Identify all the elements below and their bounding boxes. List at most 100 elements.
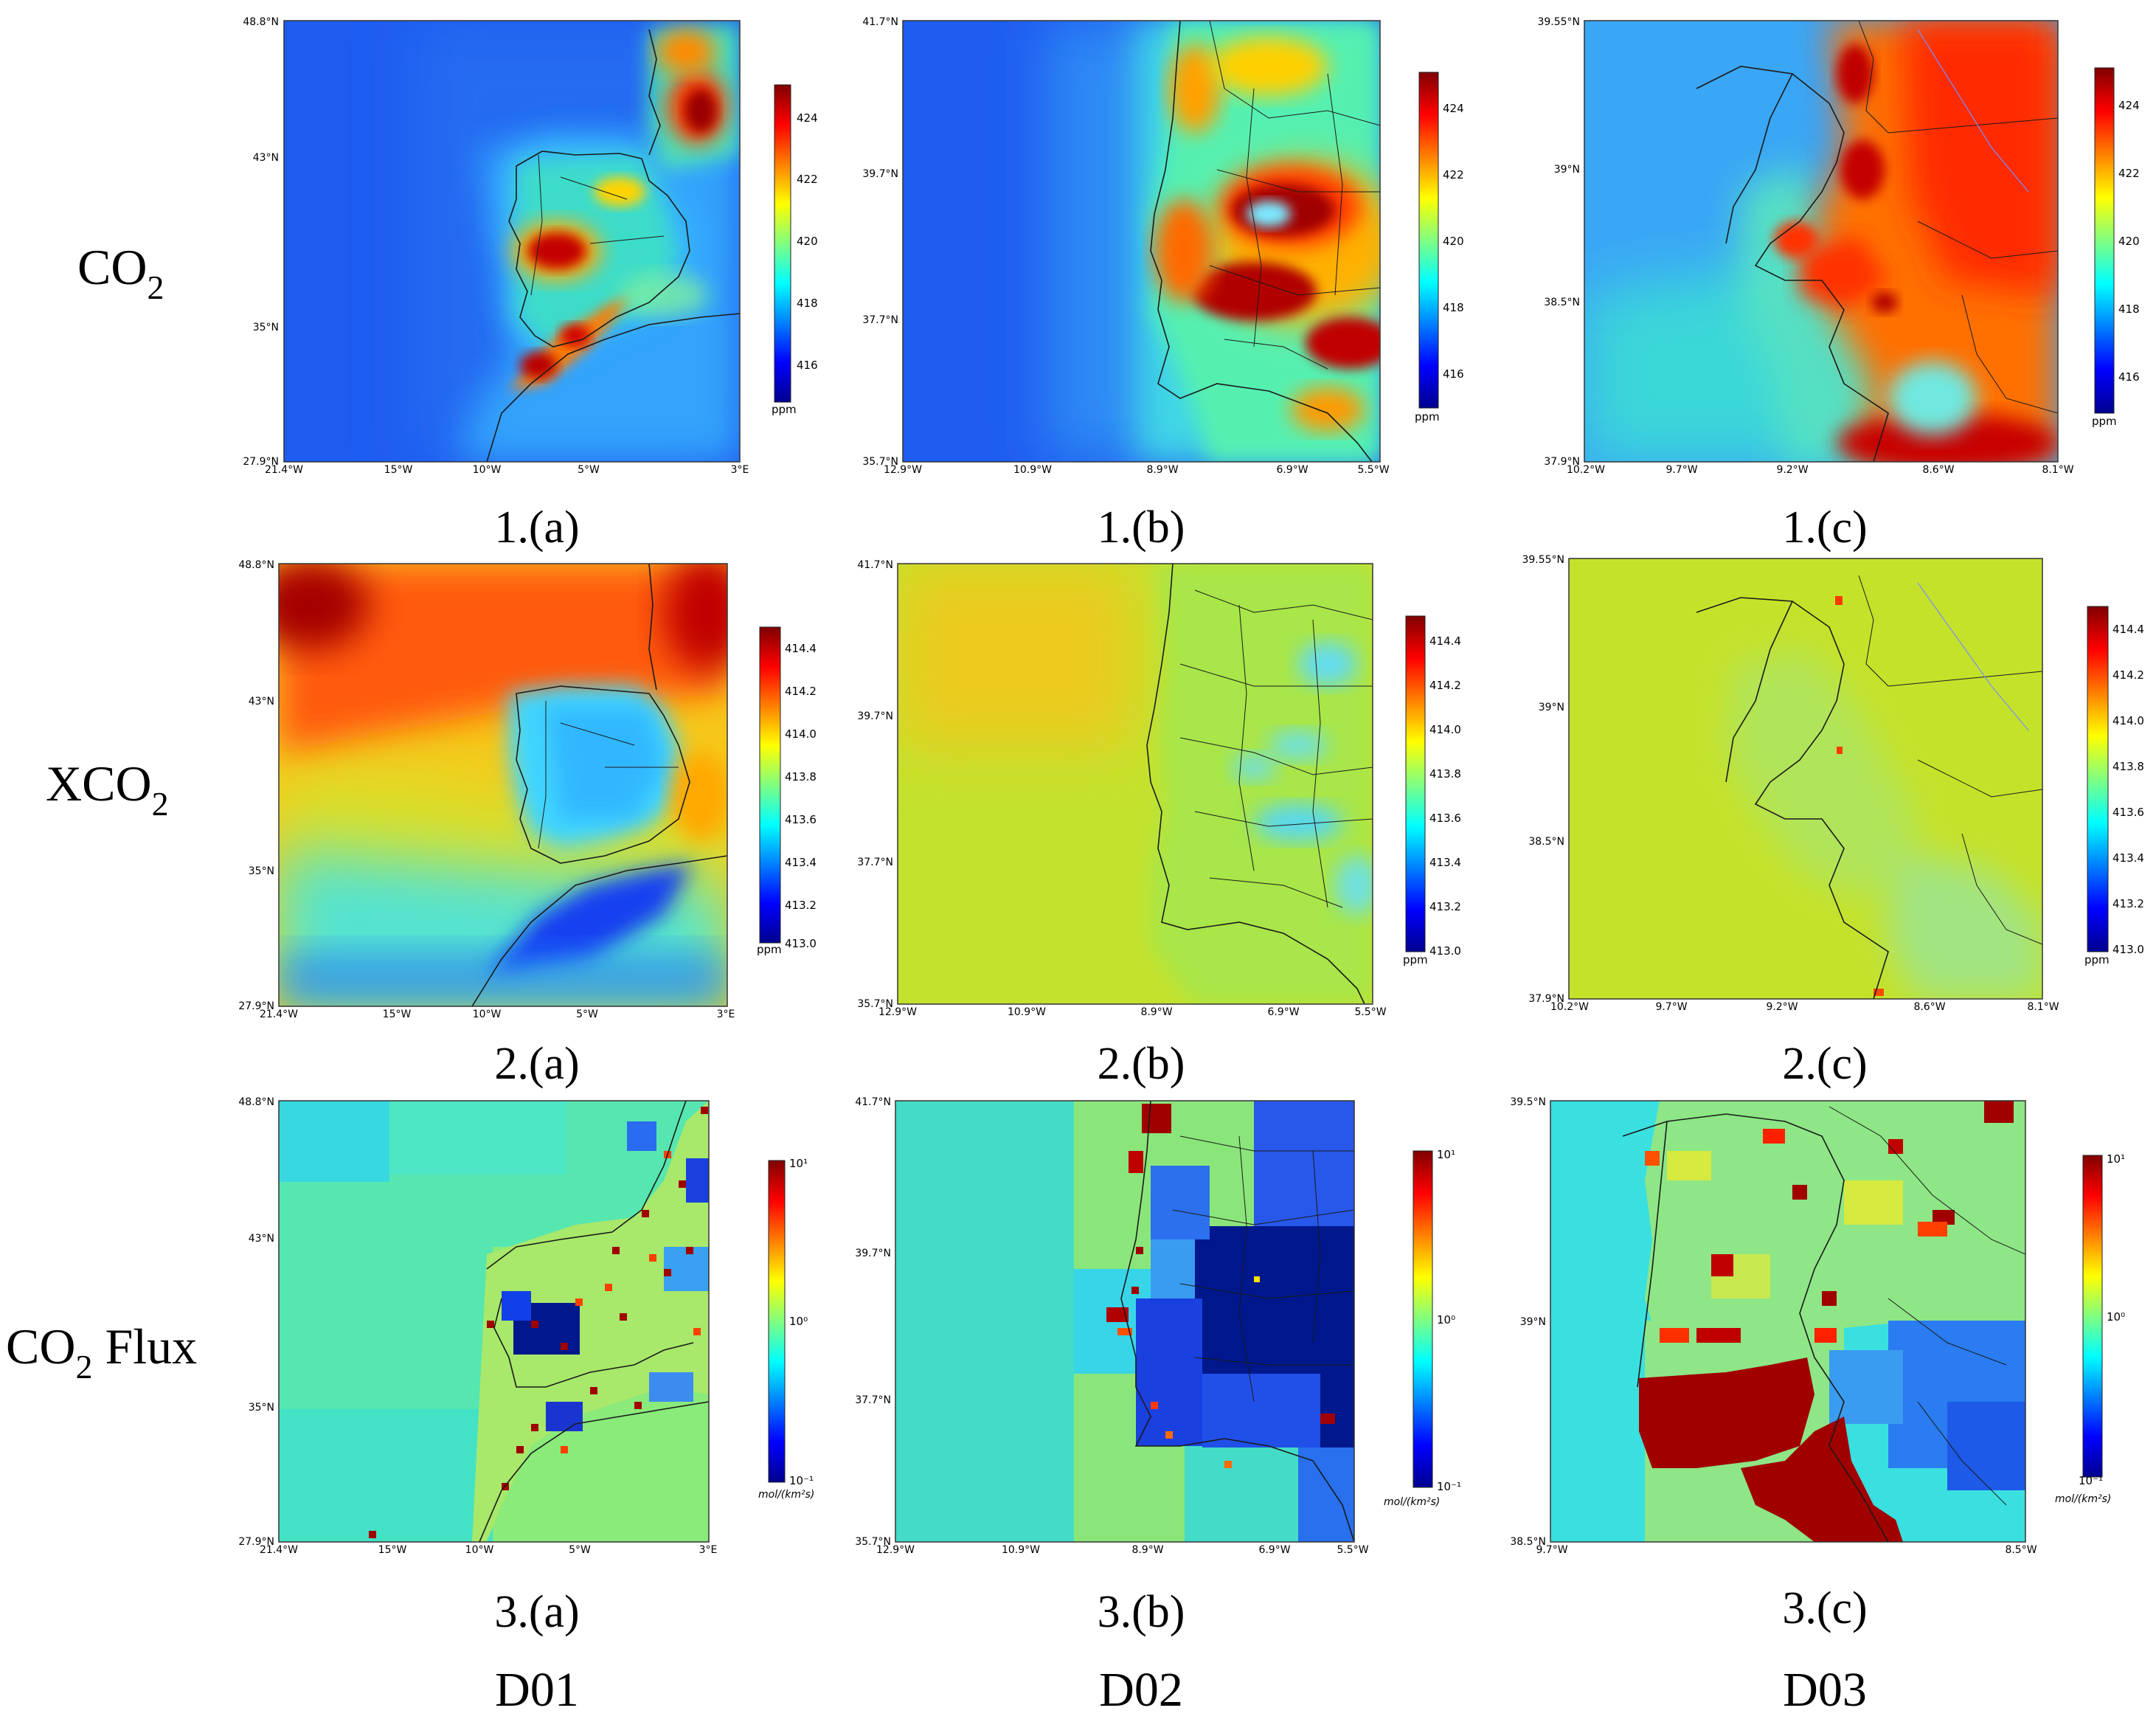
panel-3b: 41.7°N 39.7°N 37.7°N 35.7°N 12.9°W 10.9°…	[855, 1096, 1461, 1637]
lon-tick-label: 5.5°W	[1357, 464, 1389, 476]
map-2c	[1569, 558, 2042, 999]
lon-tick-label: 10.2°W	[1567, 464, 1605, 476]
panel-1b: 41.7°N 39.7°N 37.7°N 35.7°N 12.9°W 10.9°…	[862, 16, 1463, 553]
lat-tick-label: 37.9°N	[1528, 993, 1564, 1005]
row-label-co2: CO2	[77, 239, 164, 306]
column-label-d02: D02	[1099, 1663, 1183, 1717]
column-labels: D01 D02 D03	[495, 1663, 1867, 1717]
lat-tick-label: 39°N	[1539, 702, 1564, 713]
map-3c	[1550, 1101, 2025, 1542]
map-2b	[898, 564, 1373, 1004]
lat-tick-label: 39.55°N	[1522, 554, 1564, 566]
map-2a	[279, 564, 727, 1006]
colorbar-unit: ppm	[2084, 953, 2110, 966]
panel-1c: 39.55°N 39°N 38.5°N 37.9°N 10.2°W 9.7°W …	[1537, 16, 2139, 553]
colorbar-tick-label: 413.8	[785, 770, 817, 784]
lat-tick-label: 39.5°N	[1510, 1096, 1546, 1108]
colorbar-tick-label: 413.8	[1429, 767, 1461, 781]
row-label-suffix: Flux	[92, 1318, 197, 1374]
colorbar-tick-label: 414.0	[1429, 723, 1461, 736]
colorbar-tick-label: 416	[797, 359, 818, 372]
lat-tick-label: 43°N	[249, 696, 274, 708]
colorbar-tick-label: 420	[2118, 235, 2140, 248]
panel-2b: 41.7°N 39.7°N 37.7°N 35.7°N 12.9°W 10.9°…	[857, 559, 1461, 1089]
lat-labels-2c: 39.55°N 39°N 38.5°N 37.9°N	[1522, 554, 1564, 1005]
lon-tick-label: 21.4°W	[265, 464, 303, 476]
colorbar-tick-label: 424	[797, 111, 818, 125]
colorbar-unit: ppm	[772, 403, 797, 416]
panel-caption: 2.(a)	[494, 1039, 579, 1089]
colorbar-unit: mol/(km²s)	[1384, 1496, 1440, 1508]
lon-tick-label: 10°W	[473, 464, 502, 476]
column-label-d03: D03	[1783, 1663, 1867, 1717]
lat-labels-1a: 48.8°N 43°N 35°N 27.9°N	[243, 16, 279, 468]
lat-tick-label: 39.7°N	[855, 1248, 891, 1259]
lat-tick-label: 37.7°N	[855, 1394, 891, 1406]
colorbar-2a: 414.4 414.2 414.0 413.8 413.6 413.4 413.…	[757, 626, 817, 956]
colorbar-tick-label: 413.2	[2112, 897, 2144, 910]
lon-tick-label: 10.2°W	[1550, 1001, 1589, 1013]
colorbar-tick-label: 413.6	[2112, 806, 2144, 819]
lon-tick-label: 8.1°W	[2042, 464, 2073, 476]
colorbar-3c: 10¹ 10⁰ 10⁻¹ mol/(km²s)	[2055, 1152, 2125, 1505]
lon-tick-label: 8.5°W	[2005, 1544, 2037, 1556]
colorbar-tick-label: 420	[1443, 235, 1464, 248]
lon-tick-label: 21.4°W	[260, 1544, 298, 1556]
lon-tick-label: 9.2°W	[1766, 1001, 1798, 1013]
colorbar-tick-label: 10⁰	[2107, 1310, 2125, 1324]
colorbar-tick-label: 413.4	[785, 856, 817, 869]
lat-tick-label: 37.9°N	[1544, 456, 1580, 468]
panel-caption: 3.(a)	[494, 1587, 579, 1637]
lon-tick-label: 5°W	[578, 464, 600, 476]
lat-tick-label: 27.9°N	[238, 1000, 274, 1012]
colorbar-tick-label: 414.0	[785, 727, 817, 741]
colorbar-tick-label: 10⁰	[789, 1315, 808, 1328]
lat-tick-label: 48.8°N	[238, 1096, 274, 1108]
row-label-sub: 2	[152, 785, 169, 823]
colorbar-tick-label: 416	[2118, 370, 2140, 384]
lon-tick-label: 10°W	[473, 1009, 502, 1020]
lon-tick-label: 8.9°W	[1146, 464, 1178, 476]
panel-2c: 39.55°N 39°N 38.5°N 37.9°N 10.2°W 9.7°W …	[1522, 554, 2144, 1089]
colorbar-unit: ppm	[757, 943, 782, 956]
colorbar-3b: 10¹ 10⁰ 10⁻¹ mol/(km²s)	[1384, 1148, 1461, 1508]
lat-tick-label: 37.7°N	[862, 314, 898, 326]
colorbar-unit: ppm	[2092, 415, 2117, 428]
panel-caption: 1.(c)	[1782, 502, 1867, 553]
row-label-sub: 2	[147, 269, 164, 306]
colorbar-tick-label: 416	[1443, 367, 1464, 381]
colorbar-tick-label: 10¹	[789, 1157, 808, 1170]
map-3a	[279, 1101, 709, 1542]
colorbar-tick-label: 413.4	[1429, 856, 1461, 869]
colorbar-tick-label: 413.6	[785, 813, 817, 826]
panel-caption: 2.(b)	[1098, 1039, 1185, 1089]
svg-text:XCO2: XCO2	[46, 755, 169, 823]
colorbar-1a: 424 422 420 418 416 ppm	[772, 84, 818, 416]
lon-tick-label: 8.6°W	[1922, 464, 1954, 476]
row-label-sub: 2	[75, 1348, 92, 1386]
panel-caption: 2.(c)	[1782, 1039, 1867, 1089]
lat-tick-label: 35.7°N	[862, 456, 898, 468]
row-label-main: CO	[6, 1318, 75, 1374]
colorbar-unit: mol/(km²s)	[758, 1489, 814, 1501]
svg-text:CO2: CO2	[77, 239, 164, 306]
panel-caption: 1.(b)	[1098, 502, 1185, 553]
lat-labels-3b: 41.7°N 39.7°N 37.7°N 35.7°N	[855, 1096, 891, 1548]
colorbar-tick-label: 418	[1443, 301, 1464, 314]
lon-tick-label: 15°W	[384, 464, 413, 476]
lon-tick-label: 8.9°W	[1131, 1544, 1163, 1556]
lon-labels-3c: 9.7°W 8.5°W	[1536, 1544, 2037, 1556]
panel-3a: 48.8°N 43°N 35°N 27.9°N 21.4°W 15°W 10°W…	[238, 1096, 814, 1637]
lat-tick-label: 41.7°N	[855, 1096, 891, 1108]
colorbar-tick-label: 413.8	[2112, 760, 2144, 773]
colorbar-tick-label: 10¹	[1437, 1148, 1455, 1161]
lon-labels-1b: 12.9°W 10.9°W 8.9°W 6.9°W 5.5°W	[884, 464, 1390, 476]
colorbar-tick-label: 414.2	[785, 685, 817, 698]
row-label-xco2: XCO2	[46, 755, 169, 823]
lat-tick-label: 35°N	[249, 1402, 274, 1414]
lat-tick-label: 27.9°N	[238, 1536, 274, 1548]
colorbar-unit: ppm	[1403, 953, 1428, 966]
row-label-main: XCO	[46, 755, 152, 812]
lat-tick-label: 41.7°N	[857, 559, 893, 571]
lon-tick-label: 6.9°W	[1258, 1544, 1290, 1556]
